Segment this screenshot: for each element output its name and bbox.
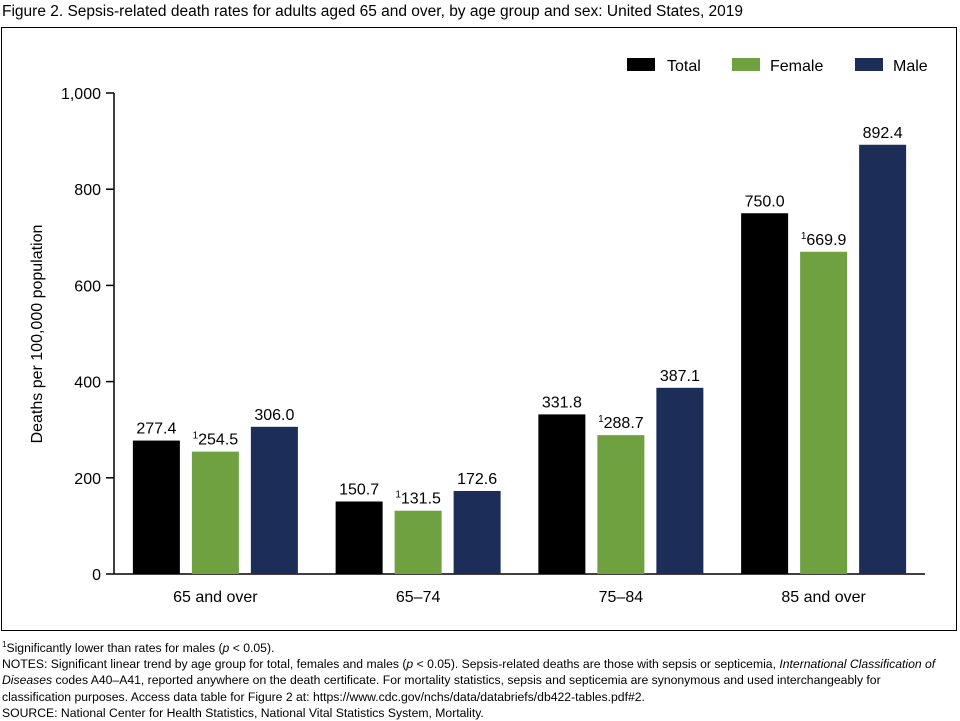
legend-swatch-total xyxy=(627,58,655,71)
data-label-total: 331.8 xyxy=(542,394,582,411)
bar-total xyxy=(538,414,586,574)
significance-mark: 1 xyxy=(598,414,604,425)
data-label-male: 892.4 xyxy=(863,125,903,142)
data-label-value: 288.7 xyxy=(604,415,644,432)
data-label-female: 1669.9 xyxy=(801,231,847,249)
legend-swatch-female xyxy=(732,58,760,71)
legend-label-male: Male xyxy=(893,58,928,75)
data-label-male: 172.6 xyxy=(457,471,497,488)
bar-chart: 0 200 400 600 800 1,000 Deaths per 100,000 pop… xyxy=(29,58,928,606)
chart-frame xyxy=(1,27,957,631)
bar-total xyxy=(132,440,180,574)
notes-part1: NOTES: Significant linear trend by age g… xyxy=(2,657,407,672)
y-tick-label: 600 xyxy=(74,278,101,295)
data-label-value: 131.5 xyxy=(401,491,441,508)
bar-male xyxy=(859,144,907,574)
notes-text: NOTES: Significant linear trend by age g… xyxy=(2,656,952,705)
footnote-p: p xyxy=(222,641,230,655)
bar-male xyxy=(656,387,704,574)
data-label-female: 1131.5 xyxy=(395,490,441,508)
footnote: 1Significantly lower than rates for male… xyxy=(2,640,952,656)
bar-female xyxy=(597,435,645,574)
x-tick-label: 65–74 xyxy=(396,589,441,606)
significance-mark: 1 xyxy=(193,431,199,442)
source-text: SOURCE: National Center for Health Stati… xyxy=(2,705,484,720)
legend-label-female: Female xyxy=(770,58,823,75)
data-label-male: 306.0 xyxy=(254,407,294,424)
x-tick-label: 85 and over xyxy=(781,589,866,606)
data-label-total: 277.4 xyxy=(136,421,176,438)
bar-total xyxy=(741,213,789,574)
data-label-male: 387.1 xyxy=(660,368,700,385)
data-label-total: 750.0 xyxy=(745,193,785,210)
data-label-total: 150.7 xyxy=(339,482,379,499)
notes-part3: codes A40–A41, reported anywhere on the … xyxy=(2,673,881,704)
bar-male xyxy=(453,490,501,574)
bar-total xyxy=(335,501,383,574)
bar-female xyxy=(800,251,848,574)
bar-male xyxy=(250,426,298,574)
footnote-text: Significantly lower than rates for males… xyxy=(6,641,223,655)
y-tick-label: 200 xyxy=(74,471,101,488)
data-label-value: 669.9 xyxy=(806,232,846,249)
data-label-female: 1254.5 xyxy=(193,431,239,449)
x-tick-label: 65 and over xyxy=(173,589,258,606)
figure-title: Figure 2. Sepsis-related death rates for… xyxy=(2,3,744,20)
legend-label-total: Total xyxy=(667,58,701,75)
legend-swatch-male xyxy=(855,58,883,71)
notes-p: p xyxy=(406,657,414,672)
significance-mark: 1 xyxy=(395,490,401,501)
y-tick-label: 1,000 xyxy=(61,86,101,103)
footnote-mark: 1 xyxy=(2,639,7,649)
x-tick-label: 75–84 xyxy=(599,589,644,606)
data-label-female: 1288.7 xyxy=(598,414,644,432)
notes-block: 1Significantly lower than rates for male… xyxy=(2,640,952,721)
notes-part2: < 0.05). Sepsis-related deaths are those… xyxy=(413,657,780,672)
y-tick-label: 0 xyxy=(92,567,101,584)
bar-female xyxy=(191,451,239,574)
footnote-text-end: < 0.05). xyxy=(229,641,275,655)
y-axis-title: Deaths per 100,000 population xyxy=(29,225,46,444)
notes-icd: International Classification of Diseases xyxy=(2,657,936,688)
bar-female xyxy=(394,510,442,574)
significance-mark: 1 xyxy=(801,231,807,242)
data-label-value: 254.5 xyxy=(198,432,238,449)
y-tick-label: 400 xyxy=(74,375,101,392)
y-tick-label: 800 xyxy=(74,182,101,199)
